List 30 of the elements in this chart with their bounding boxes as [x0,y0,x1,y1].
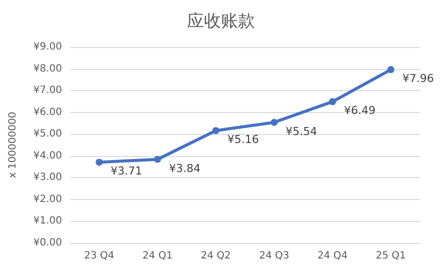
x-tick-label: 24 Q1 [142,250,173,262]
y-tick-label: ¥8.00 [33,63,62,74]
point [154,156,161,163]
point [96,158,103,166]
y-tick-label: ¥5.00 [33,128,62,140]
y-axis-title: x 100000000 [8,112,18,178]
point [387,66,394,74]
data-label: ¥3.84 [169,162,200,175]
chart-title: 应收账款 [187,12,255,32]
data-label: ¥5.16 [227,133,259,146]
x-tick-label: 25 Q1 [376,250,406,262]
data-label: ¥5.54 [286,124,318,138]
x-tick-label: 23 Q4 [84,250,114,262]
y-tick-label: ¥9.00 [33,42,62,52]
y-tick-label: ¥0.00 [33,238,62,248]
y-tick-label: ¥2.00 [33,194,62,205]
point [270,118,278,126]
y-tick-label: ¥4.00 [33,150,62,162]
y-tick-label: ¥6.00 [33,106,62,118]
data-label: ¥3.71 [110,164,142,178]
point [329,98,336,106]
point [212,127,220,134]
x-tick-label: 24 Q2 [200,250,231,262]
x-tick-label: 24 Q4 [317,250,348,262]
y-tick-label: ¥3.00 [33,172,62,184]
y-tick-label: ¥1.00 [33,216,62,227]
data-label: ¥7.96 [402,72,434,86]
x-tick-label: 24 Q3 [259,250,290,262]
y-tick-label: ¥7.00 [33,85,62,96]
data-label: ¥6.49 [344,104,376,118]
